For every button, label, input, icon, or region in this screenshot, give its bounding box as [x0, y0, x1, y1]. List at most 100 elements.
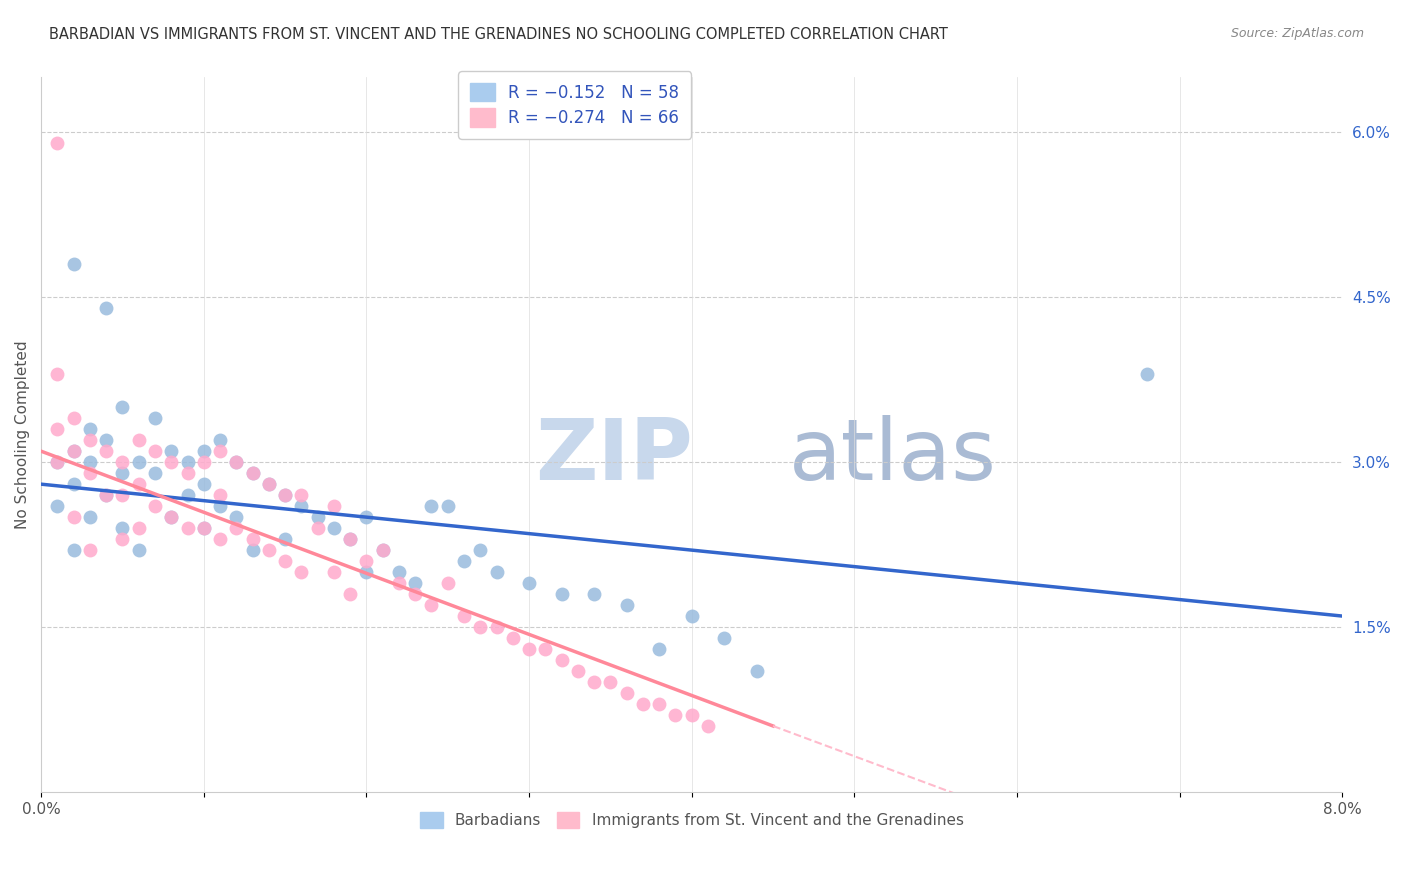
Point	[257, 543, 280, 558]
Point	[111, 521, 134, 535]
Point	[517, 642, 540, 657]
Point	[62, 477, 84, 491]
Text: Source: ZipAtlas.com: Source: ZipAtlas.com	[1230, 27, 1364, 40]
Point	[371, 543, 394, 558]
Legend: Barbadians, Immigrants from St. Vincent and the Grenadines: Barbadians, Immigrants from St. Vincent …	[413, 806, 970, 834]
Point	[485, 565, 508, 579]
Point	[62, 444, 84, 458]
Point	[274, 488, 297, 502]
Point	[46, 499, 69, 513]
Point	[128, 455, 150, 469]
Point	[193, 521, 215, 535]
Point	[290, 488, 312, 502]
Point	[193, 521, 215, 535]
Point	[307, 510, 329, 524]
Point	[128, 433, 150, 447]
Point	[225, 521, 247, 535]
Point	[208, 433, 231, 447]
Point	[616, 686, 638, 700]
Point	[111, 488, 134, 502]
Point	[96, 301, 118, 316]
Point	[111, 466, 134, 480]
Y-axis label: No Schooling Completed: No Schooling Completed	[15, 341, 30, 529]
Point	[470, 620, 492, 634]
Point	[62, 411, 84, 425]
Point	[160, 444, 183, 458]
Point	[648, 642, 671, 657]
Point	[128, 521, 150, 535]
Point	[745, 664, 768, 678]
Point	[242, 543, 264, 558]
Point	[322, 565, 344, 579]
Point	[322, 521, 344, 535]
Point	[62, 257, 84, 271]
Point	[79, 510, 101, 524]
Point	[453, 609, 475, 624]
Point	[225, 455, 247, 469]
Point	[307, 521, 329, 535]
Point	[225, 455, 247, 469]
Point	[225, 510, 247, 524]
Point	[79, 466, 101, 480]
Point	[274, 488, 297, 502]
Point	[193, 455, 215, 469]
Point	[111, 455, 134, 469]
Point	[420, 598, 443, 612]
Point	[62, 444, 84, 458]
Point	[79, 543, 101, 558]
Point	[208, 444, 231, 458]
Point	[176, 466, 198, 480]
Point	[96, 488, 118, 502]
Point	[648, 697, 671, 711]
Point	[356, 554, 378, 568]
Point	[290, 499, 312, 513]
Point	[176, 488, 198, 502]
Point	[485, 620, 508, 634]
Point	[274, 554, 297, 568]
Point	[274, 532, 297, 546]
Point	[96, 433, 118, 447]
Point	[420, 499, 443, 513]
Point	[79, 455, 101, 469]
Point	[111, 401, 134, 415]
Point	[96, 488, 118, 502]
Point	[664, 708, 686, 723]
Point	[79, 422, 101, 436]
Point	[46, 455, 69, 469]
Point	[242, 466, 264, 480]
Point	[470, 543, 492, 558]
Point	[583, 675, 606, 690]
Point	[208, 499, 231, 513]
Text: BARBADIAN VS IMMIGRANTS FROM ST. VINCENT AND THE GRENADINES NO SCHOOLING COMPLET: BARBADIAN VS IMMIGRANTS FROM ST. VINCENT…	[49, 27, 948, 42]
Point	[160, 510, 183, 524]
Point	[583, 587, 606, 601]
Point	[96, 444, 118, 458]
Point	[143, 411, 166, 425]
Point	[356, 510, 378, 524]
Text: ZIP: ZIP	[536, 415, 693, 498]
Point	[46, 422, 69, 436]
Point	[713, 631, 735, 645]
Point	[534, 642, 557, 657]
Point	[257, 477, 280, 491]
Point	[257, 477, 280, 491]
Point	[176, 455, 198, 469]
Point	[62, 543, 84, 558]
Point	[356, 565, 378, 579]
Point	[517, 576, 540, 591]
Point	[128, 543, 150, 558]
Point	[616, 598, 638, 612]
Point	[46, 455, 69, 469]
Point	[453, 554, 475, 568]
Point	[567, 664, 589, 678]
Point	[208, 532, 231, 546]
Point	[143, 444, 166, 458]
Point	[404, 587, 426, 601]
Point	[436, 576, 458, 591]
Point	[128, 477, 150, 491]
Point	[550, 587, 572, 601]
Point	[436, 499, 458, 513]
Point	[290, 565, 312, 579]
Point	[371, 543, 394, 558]
Point	[111, 532, 134, 546]
